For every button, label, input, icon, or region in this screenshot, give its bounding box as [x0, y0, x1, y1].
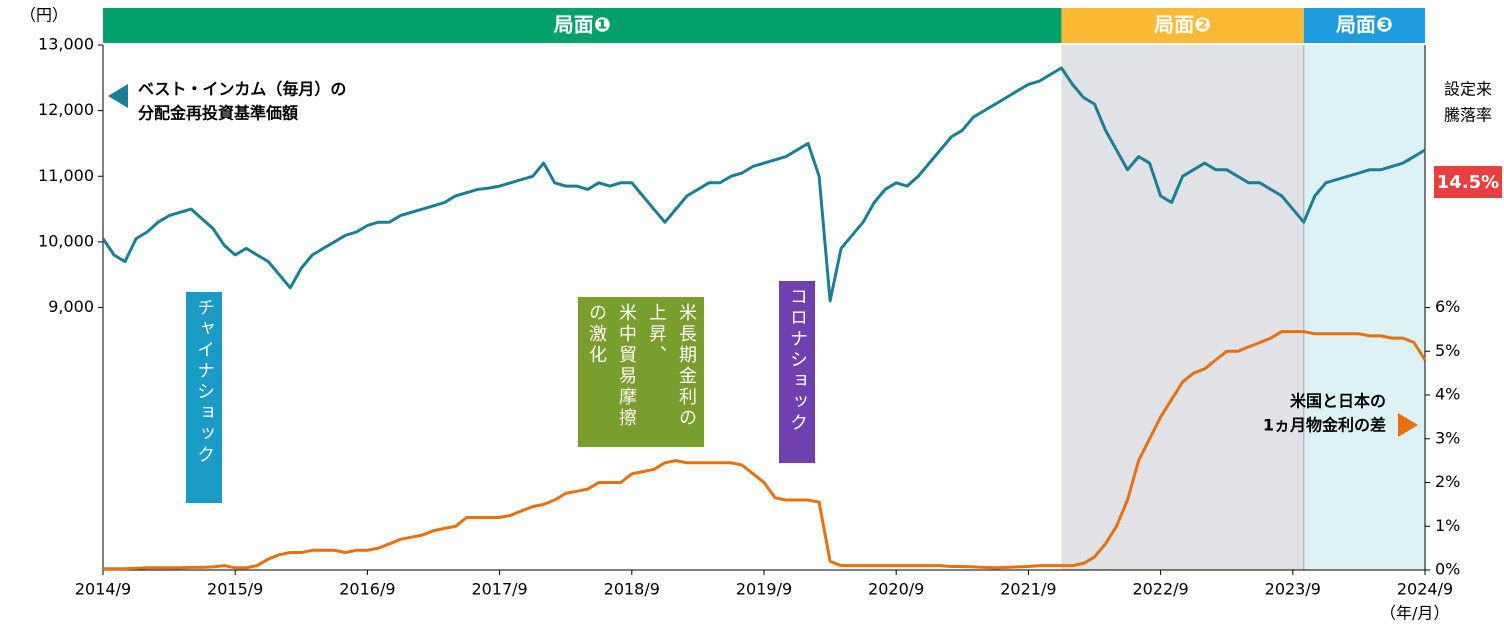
- y2-tick-label: 0%: [1435, 560, 1460, 579]
- y2-tick-label: 1%: [1435, 516, 1460, 535]
- y-unit: （円）: [20, 6, 68, 25]
- x-unit: （年/月）: [1380, 604, 1449, 623]
- phase-shade: [1061, 45, 1304, 570]
- series-line: [103, 330, 1427, 571]
- x-tick-label: 2014/9: [75, 580, 131, 599]
- phase-band: [1303, 8, 1425, 43]
- y2-tick-label: 6%: [1435, 297, 1460, 316]
- phase-label: 局面❷: [1153, 13, 1211, 37]
- x-tick-label: 2023/9: [1265, 580, 1321, 599]
- x-tick-label: 2021/9: [1000, 580, 1056, 599]
- event-text: チャイナショック: [194, 298, 215, 466]
- x-tick-label: 2019/9: [736, 580, 792, 599]
- event-text: 米長期金利の上昇、: [646, 303, 697, 429]
- phase-band: [103, 8, 1062, 43]
- y2-tick-label: 3%: [1435, 428, 1460, 447]
- x-tick-label: 2024/9: [1397, 580, 1453, 599]
- phase-label: 局面❶: [553, 13, 611, 37]
- event-label: チャイナショック: [186, 292, 222, 503]
- return-value: 14.5%: [1437, 172, 1499, 193]
- series-line: [101, 66, 1426, 303]
- y2-tick-label: 2%: [1435, 472, 1460, 491]
- return-box: [1434, 166, 1502, 198]
- event-text: コロナショック: [787, 287, 808, 434]
- y2-tick-label: 4%: [1435, 385, 1460, 404]
- return-label: 設定来: [1444, 80, 1492, 99]
- y-tick-label: 12,000: [38, 100, 94, 119]
- x-tick-label: 2015/9: [207, 580, 263, 599]
- series-label: 米国と日本の: [1290, 392, 1386, 411]
- event-text: 米中貿易摩擦の激化: [586, 303, 637, 429]
- event-label: コロナショック: [779, 281, 815, 463]
- phase-shade: [1303, 45, 1425, 570]
- series-arrow: [108, 84, 128, 108]
- x-tick-label: 2022/9: [1132, 580, 1188, 599]
- y-tick-label: 11,000: [38, 166, 94, 185]
- y-tick-label: 9,000: [48, 297, 94, 316]
- y2-tick-label: 5%: [1435, 341, 1460, 360]
- series-arrow: [1398, 413, 1418, 437]
- event-label: 米長期金利の上昇、 米中貿易摩擦の激化: [578, 297, 704, 447]
- x-tick-label: 2020/9: [868, 580, 924, 599]
- x-tick-label: 2017/9: [471, 580, 527, 599]
- y-tick-label: 13,000: [38, 35, 94, 54]
- series-label: 分配金再投資基準価額: [138, 104, 298, 123]
- y-tick-label: 10,000: [38, 231, 94, 250]
- series-label: 1ヵ月物金利の差: [1263, 416, 1386, 435]
- series-label: ベスト・インカム（毎月）の: [138, 80, 346, 99]
- phase-band: [1061, 8, 1304, 43]
- x-tick-label: 2016/9: [339, 580, 395, 599]
- phase-label: 局面❸: [1335, 13, 1393, 37]
- return-label: 騰落率: [1444, 106, 1492, 125]
- x-tick-label: 2018/9: [604, 580, 660, 599]
